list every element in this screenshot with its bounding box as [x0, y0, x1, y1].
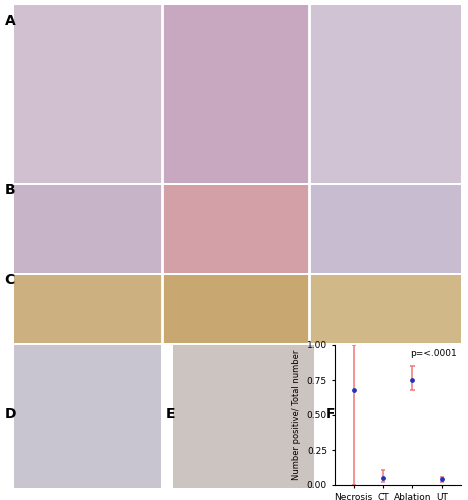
Text: A: A [5, 14, 15, 28]
Point [438, 476, 446, 484]
Bar [161, 5, 309, 182]
Bar [161, 185, 309, 272]
Y-axis label: Number positive/ Total number: Number positive/ Total number [292, 350, 301, 480]
Point [409, 376, 416, 384]
Text: E: E [166, 408, 176, 422]
Bar [14, 185, 161, 272]
Text: F: F [325, 408, 335, 422]
Bar [309, 185, 461, 272]
Bar [14, 275, 161, 342]
Text: p=<.0001: p=<.0001 [410, 349, 457, 358]
Text: D: D [5, 408, 16, 422]
Bar [309, 5, 461, 182]
Text: B: B [5, 182, 15, 196]
Bar [161, 275, 309, 342]
Bar [14, 5, 161, 182]
Point [350, 386, 358, 394]
Bar [309, 275, 461, 342]
Point [380, 474, 387, 482]
Text: C: C [5, 272, 15, 286]
